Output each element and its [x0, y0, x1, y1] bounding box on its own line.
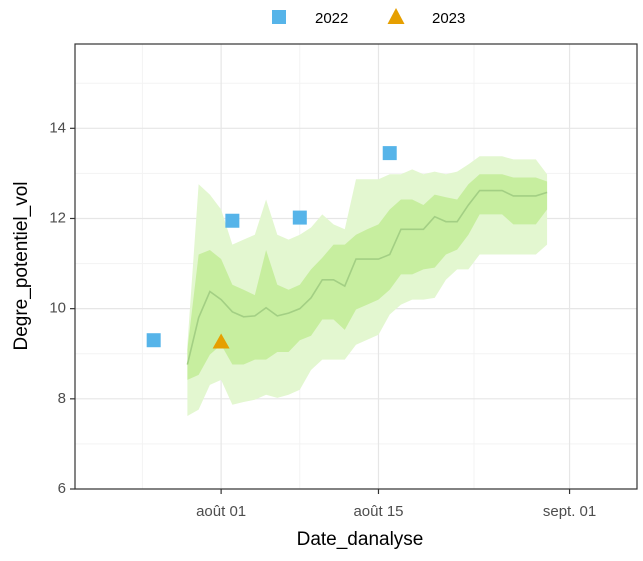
- y-tick-label: 14: [49, 119, 66, 136]
- panel-border: [74, 43, 638, 490]
- point: [225, 213, 240, 228]
- legend-label: 2022: [315, 10, 348, 27]
- x-tick-label: août 15: [353, 503, 403, 520]
- point: [212, 333, 230, 349]
- legend-marker: [387, 8, 405, 24]
- legend-label: 2023: [432, 10, 465, 27]
- point: [292, 210, 307, 225]
- x-tick-label: sept. 01: [543, 503, 596, 520]
- y-tick-label: 12: [49, 209, 66, 226]
- median-line: [186, 189, 548, 365]
- x-axis-title: Date_danalyse: [297, 529, 424, 550]
- x-tick-label: août 01: [196, 503, 246, 520]
- point: [382, 146, 397, 161]
- y-tick-label: 8: [58, 390, 66, 407]
- y-tick-label: 10: [49, 300, 66, 317]
- y-tick-label: 6: [58, 480, 66, 497]
- y-axis-title: Degre_potentiel_vol: [11, 181, 32, 350]
- point: [146, 333, 161, 348]
- legend-marker: [272, 10, 286, 24]
- band: [187, 174, 548, 380]
